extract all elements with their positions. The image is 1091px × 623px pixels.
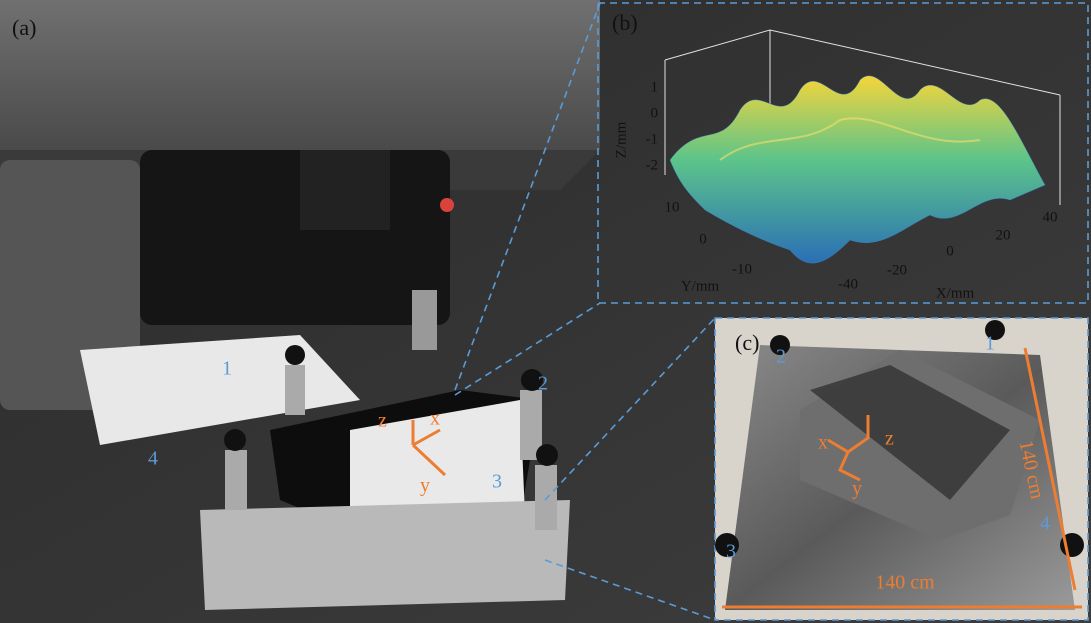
dimension-label: 140 cm — [875, 572, 935, 594]
axis-label: y — [420, 475, 430, 497]
marker-label: 2 — [538, 373, 548, 395]
axis-title: X/mm — [936, 285, 975, 301]
tick-label: 40 — [1043, 209, 1058, 225]
panel-label: (c) — [735, 330, 759, 355]
tick-label: 0 — [699, 231, 707, 247]
axis-label: y — [852, 478, 862, 500]
tick-label: -1 — [646, 131, 659, 147]
axis-title: Y/mm — [681, 278, 720, 294]
axis-label: z — [378, 410, 387, 432]
tick-label: -40 — [838, 276, 858, 292]
tick-label: -2 — [646, 157, 659, 173]
marker-label: 3 — [492, 471, 502, 493]
tick-label: -10 — [732, 261, 752, 277]
marker-label: 4 — [148, 448, 158, 470]
figure: (a) 1 2 3 4 x y z (b) Z/mm 1 0 -1 -2 Y/m… — [0, 0, 1091, 623]
axis-label: x — [818, 432, 828, 454]
tick-label: 10 — [665, 199, 680, 215]
marker-label: 1 — [985, 333, 995, 355]
axis-label: z — [885, 428, 894, 450]
tick-label: 20 — [996, 227, 1011, 243]
axis-title: Z/mm — [613, 121, 629, 158]
panel-label: (a) — [12, 15, 36, 40]
axis-label: x — [430, 408, 440, 430]
tick-label: 0 — [946, 243, 954, 259]
marker-label: 4 — [1040, 513, 1050, 535]
tick-label: -20 — [887, 262, 907, 278]
marker-label: 3 — [726, 541, 736, 563]
tick-label: 1 — [651, 79, 659, 95]
marker-label: 2 — [776, 346, 786, 368]
tick-label: 0 — [651, 105, 659, 121]
marker-label: 1 — [222, 358, 232, 380]
panel-label: (b) — [612, 10, 638, 35]
